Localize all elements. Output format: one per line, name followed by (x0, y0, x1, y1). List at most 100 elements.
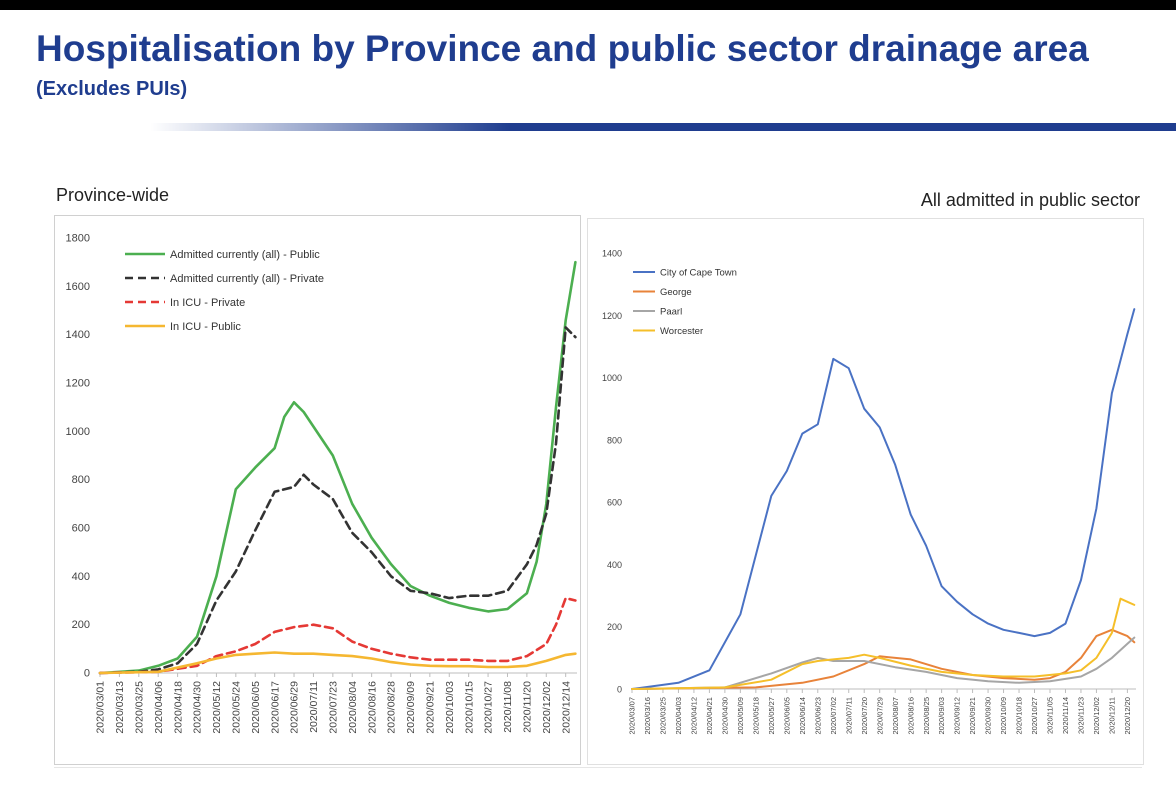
x-tick-label: 2020/08/16 (906, 697, 915, 735)
x-tick-label: 2020/03/25 (659, 697, 668, 735)
x-tick-label: 2020/11/20 (522, 681, 534, 733)
y-tick-label: 1400 (602, 249, 622, 259)
x-tick-label: 2020/12/20 (1123, 697, 1132, 735)
series-line (631, 308, 1136, 690)
x-tick-label: 2020/11/14 (1061, 697, 1070, 734)
slide-divider (54, 767, 1142, 768)
x-tick-label: 2020/09/21 (425, 681, 437, 734)
x-tick-label: 2020/11/05 (1046, 697, 1055, 734)
y-tick-label: 1600 (66, 281, 90, 293)
x-tick-label: 2020/10/18 (1015, 697, 1024, 735)
x-tick-label: 2020/10/27 (483, 681, 495, 734)
legend-label: In ICU - Private (170, 297, 245, 309)
province-wide-chart-box: 0 200 400 600 800 1000 1200 1400 1600 1800 2020/03… (54, 215, 581, 765)
x-tick-label: 2020/07/20 (860, 697, 869, 735)
x-tick-label: 2020/09/03 (937, 697, 946, 735)
x-tick-label: 2020/08/25 (922, 697, 931, 735)
x-tick-label: 2020/10/03 (444, 681, 456, 734)
x-tick-label: 2020/08/07 (891, 697, 900, 735)
y-tick-label: 1000 (66, 426, 90, 438)
x-tick-label: 2020/06/29 (289, 681, 301, 734)
x-tick-label: 2020/04/03 (674, 697, 683, 735)
series-line (631, 636, 1136, 690)
y-tick-label: 800 (607, 435, 622, 445)
x-tick-label: 2020/09/12 (953, 697, 962, 735)
x-tick-label: 2020/11/08 (502, 681, 514, 733)
x-tick-label: 2020/12/02 (541, 681, 553, 734)
province-wide-chart: 0 200 400 600 800 1000 1200 1400 1600 1800 2020/03… (66, 233, 577, 734)
x-tick-label: 2020/05/27 (767, 697, 776, 735)
y-tick-label: 1800 (66, 233, 90, 245)
y-tick-label: 200 (72, 619, 90, 631)
x-tick-label: 2020/05/18 (751, 697, 760, 735)
legend-label: In ICU - Public (170, 321, 241, 333)
legend-label: Admitted currently (all) - Public (170, 249, 320, 261)
x-tick-label: 2020/03/07 (628, 697, 637, 735)
x-tick-label: 2020/10/09 (999, 697, 1008, 735)
x-tick-label: 2020/04/30 (721, 697, 730, 735)
x-tick-label: 2020/12/02 (1092, 697, 1101, 735)
province-wide-heading: Province-wide (56, 185, 170, 205)
y-tick-label: 1200 (602, 311, 622, 321)
x-tick-label: 2020/08/16 (366, 681, 378, 734)
x-tick-label: 2020/10/27 (1030, 697, 1039, 735)
x-tick-label: 2020/06/23 (813, 697, 822, 735)
y-tick-label: 600 (607, 498, 622, 508)
series-line (98, 596, 577, 675)
x-tick-label: 2020/09/30 (984, 697, 993, 735)
y-tick-label: 400 (72, 571, 90, 583)
x-tick-label: 2020/04/06 (153, 681, 165, 734)
series-line (98, 326, 577, 675)
title-underline (150, 123, 1176, 131)
legend-label: Paarl (660, 306, 682, 317)
x-tick-label: 2020/08/04 (347, 681, 359, 734)
x-tick-label: 2020/07/02 (829, 697, 838, 735)
x-tick-label: 2020/06/05 (250, 681, 262, 734)
series-line (631, 597, 1136, 690)
y-tick-label: 1000 (602, 373, 622, 383)
x-tick-label: 2020/05/24 (230, 681, 242, 734)
legend-label: George (660, 287, 692, 298)
x-tick-label: 2020/07/11 (308, 681, 320, 733)
x-tick-label: 2020/04/21 (705, 697, 714, 735)
y-tick-label: 400 (607, 560, 622, 570)
y-tick-label: 800 (72, 474, 90, 486)
x-tick-label: 2020/03/25 (133, 681, 145, 734)
x-tick-label: 2020/11/23 (1077, 697, 1086, 734)
y-tick-label: 0 (84, 668, 90, 680)
x-tick-label: 2020/12/11 (1108, 697, 1117, 734)
x-tick-label: 2020/06/17 (269, 681, 281, 734)
x-tick-label: 2020/09/21 (968, 697, 977, 735)
x-tick-label: 2020/05/12 (211, 681, 223, 734)
y-tick-label: 600 (72, 523, 90, 535)
public-sector-chart: 0 200 400 600 800 1000 1200 1400 2020/03/07 2020/… (602, 249, 1136, 735)
y-tick-label: 1200 (66, 378, 90, 390)
x-tick-label: 2020/07/11 (844, 697, 853, 734)
slide: Hospitalisation by Province and public s… (0, 10, 1176, 812)
x-tick-label: 2020/06/14 (798, 697, 807, 735)
x-tick-label: 2020/04/12 (690, 697, 699, 735)
legend-label: Admitted currently (all) - Private (170, 273, 324, 285)
slide-title: Hospitalisation by Province and public s… (36, 28, 1089, 69)
x-tick-label: 2020/07/23 (328, 681, 340, 734)
legend-label: City of Cape Town (660, 267, 737, 278)
slide-subtitle: (Excludes PUIs) (36, 78, 188, 100)
x-tick-label: 2020/03/13 (114, 681, 126, 734)
legend-label: Worcester (660, 326, 703, 337)
x-tick-label: 2020/03/01 (95, 681, 107, 734)
x-tick-label: 2020/03/16 (643, 697, 652, 735)
x-tick-label: 2020/05/09 (736, 697, 745, 735)
x-tick-label: 2020/07/29 (875, 697, 884, 735)
x-tick-label: 2020/04/30 (192, 681, 204, 734)
x-tick-label: 2020/06/05 (782, 697, 791, 735)
series-line (98, 260, 577, 675)
public-sector-heading: All admitted in public sector (920, 190, 1140, 210)
x-tick-label: 2020/04/18 (172, 681, 184, 734)
y-tick-label: 1400 (66, 329, 90, 341)
x-tick-label: 2020/12/14 (560, 681, 572, 734)
x-tick-label: 2020/09/09 (405, 681, 417, 734)
x-tick-label: 2020/10/15 (463, 681, 475, 734)
x-tick-label: 2020/08/28 (386, 681, 398, 734)
public-sector-chart-box: 0 200 400 600 800 1000 1200 1400 2020/03/07 2020/… (587, 218, 1144, 765)
series-line (98, 651, 577, 675)
